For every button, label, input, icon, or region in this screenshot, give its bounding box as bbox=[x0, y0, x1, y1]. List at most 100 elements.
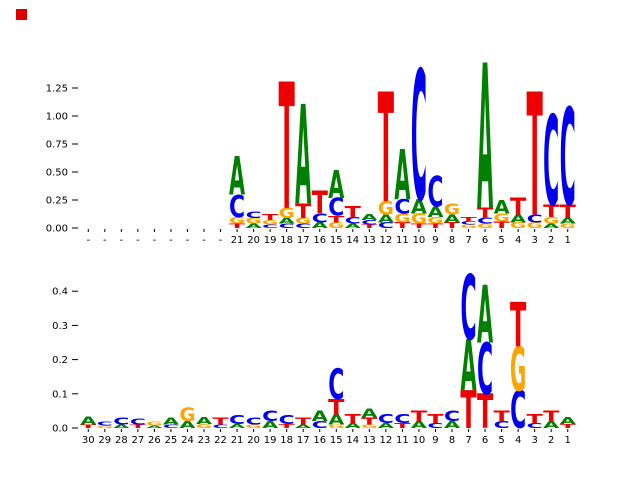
logo-letter-C: C bbox=[427, 422, 443, 430]
logo-letter-C: C bbox=[328, 194, 344, 222]
logo-letter-C: C bbox=[560, 80, 576, 236]
y-tick-label: 0.2 bbox=[52, 355, 68, 366]
logo-letter-C: C bbox=[312, 212, 328, 226]
logo-letter-G: G bbox=[378, 197, 394, 219]
x-tick-label: 6 bbox=[482, 435, 488, 446]
x-tick-label: 4 bbox=[515, 435, 521, 446]
logo-letter-G: G bbox=[245, 424, 261, 429]
x-tick-label: - bbox=[136, 235, 140, 246]
logo-letter-T: T bbox=[560, 423, 577, 429]
logo-letter-T: T bbox=[345, 202, 362, 220]
x-tick-label: 7 bbox=[465, 235, 471, 246]
logo-letter-C: C bbox=[130, 418, 146, 427]
logo-letter-G: G bbox=[328, 424, 344, 429]
logo-letter-A: A bbox=[229, 147, 245, 207]
logo-letter-T: T bbox=[527, 59, 543, 255]
y-tick-label: 1.25 bbox=[46, 84, 68, 95]
logo-letter-G: G bbox=[262, 219, 278, 226]
x-tick-label: 5 bbox=[498, 235, 504, 246]
logo-letter-G: G bbox=[394, 211, 410, 225]
logo-letter-A: A bbox=[477, 24, 493, 256]
logo-letter-C: C bbox=[295, 222, 311, 229]
logo-letter-C: C bbox=[543, 90, 559, 233]
x-tick-label: - bbox=[202, 235, 206, 246]
logo-letter-A: A bbox=[328, 413, 344, 429]
x-tick-label: 15 bbox=[330, 235, 343, 246]
logo-letter-A: A bbox=[427, 205, 443, 221]
logo-letter-C: C bbox=[494, 419, 510, 430]
logo-letter-T: T bbox=[279, 423, 296, 429]
logo-letter-C: C bbox=[378, 413, 394, 427]
x-tick-label: - bbox=[186, 235, 190, 246]
x-tick-label: 21 bbox=[231, 435, 244, 446]
x-tick-label: 13 bbox=[363, 435, 376, 446]
logo-letter-C: C bbox=[527, 213, 543, 225]
y-tick-label: 0.0 bbox=[52, 424, 68, 435]
logo-letter-T: T bbox=[262, 214, 278, 223]
x-tick-label: 2 bbox=[548, 235, 554, 246]
logo-letter-G: G bbox=[460, 224, 476, 229]
red-marker-icon bbox=[16, 9, 27, 20]
logo-letter-C: C bbox=[246, 209, 262, 220]
logo-letter-A: A bbox=[246, 222, 262, 229]
x-tick-label: 26 bbox=[148, 435, 161, 446]
logo-letter-C: C bbox=[328, 360, 344, 409]
logo-letter-G: G bbox=[527, 221, 543, 230]
x-tick-label: 9 bbox=[432, 435, 438, 446]
logo-letter-A: A bbox=[361, 213, 378, 222]
x-tick-label: 11 bbox=[396, 235, 409, 246]
logo-letter-T: T bbox=[80, 424, 97, 429]
x-tick-label: 30 bbox=[82, 435, 95, 446]
x-tick-label: 3 bbox=[531, 235, 537, 246]
logo-letter-T: T bbox=[361, 416, 378, 427]
logo-letter-A: A bbox=[543, 419, 560, 430]
logo-letter-A: A bbox=[560, 415, 577, 426]
logo-letter-G: G bbox=[444, 202, 460, 219]
logo-letter-A: A bbox=[312, 221, 329, 230]
logo-letter-T: T bbox=[295, 201, 311, 224]
x-tick-label: 17 bbox=[297, 235, 310, 246]
logo-letter-T: T bbox=[411, 408, 428, 425]
logo-letter-A: A bbox=[477, 269, 493, 362]
logo-letter-T: T bbox=[279, 48, 295, 250]
logo-letter-C: C bbox=[229, 414, 245, 428]
logo-letter-G: G bbox=[477, 223, 493, 230]
logo-letter-A: A bbox=[328, 163, 344, 208]
x-tick-label: - bbox=[219, 235, 223, 246]
logo-letter-T: T bbox=[543, 408, 560, 425]
x-tick-label: 6 bbox=[482, 235, 488, 246]
logo-letter-G: G bbox=[427, 215, 443, 226]
x-tick-label: 20 bbox=[247, 435, 260, 446]
logo-letter-G: G bbox=[245, 216, 261, 225]
logo-letter-C: C bbox=[212, 424, 228, 430]
y-tick-label: 0.3 bbox=[52, 321, 68, 332]
logo-letter-T: T bbox=[510, 193, 526, 221]
logo-letter-A: A bbox=[312, 409, 328, 425]
logo-letter-A: A bbox=[361, 407, 378, 421]
logo-letter-G: G bbox=[411, 211, 427, 227]
logo-letter-T: T bbox=[477, 205, 494, 221]
logo-letter-A: A bbox=[543, 222, 559, 229]
logo-letter-A: A bbox=[510, 213, 526, 225]
logo-letter-T: T bbox=[328, 214, 345, 225]
logo-letter-A: A bbox=[163, 416, 180, 427]
y-tick-label: 1.00 bbox=[46, 112, 68, 123]
logo-letter-A: A bbox=[494, 197, 511, 219]
x-tick-label: 13 bbox=[363, 235, 376, 246]
logo-letter-C: C bbox=[229, 189, 245, 225]
logo-letter-C: C bbox=[97, 420, 113, 427]
logo-letter-T: T bbox=[295, 416, 312, 427]
x-tick-label: 8 bbox=[449, 235, 455, 246]
bottom-sequence-logo: 0.00.10.20.30.430 29 28 27 26 25 24 23 22 21 20 19 1… bbox=[52, 258, 576, 446]
logo-letter-A: A bbox=[295, 78, 311, 237]
logo-letter-T: T bbox=[312, 187, 328, 222]
logo-letter-T: T bbox=[444, 221, 460, 230]
x-tick-label: - bbox=[153, 235, 157, 246]
y-tick-label: 0.75 bbox=[46, 140, 68, 151]
logo-letter-G: G bbox=[295, 216, 311, 225]
logo-letter-T: T bbox=[427, 223, 443, 230]
logo-letter-A: A bbox=[378, 213, 394, 225]
x-tick-label: 19 bbox=[264, 435, 277, 446]
y-tick-label: 0.4 bbox=[52, 287, 68, 298]
